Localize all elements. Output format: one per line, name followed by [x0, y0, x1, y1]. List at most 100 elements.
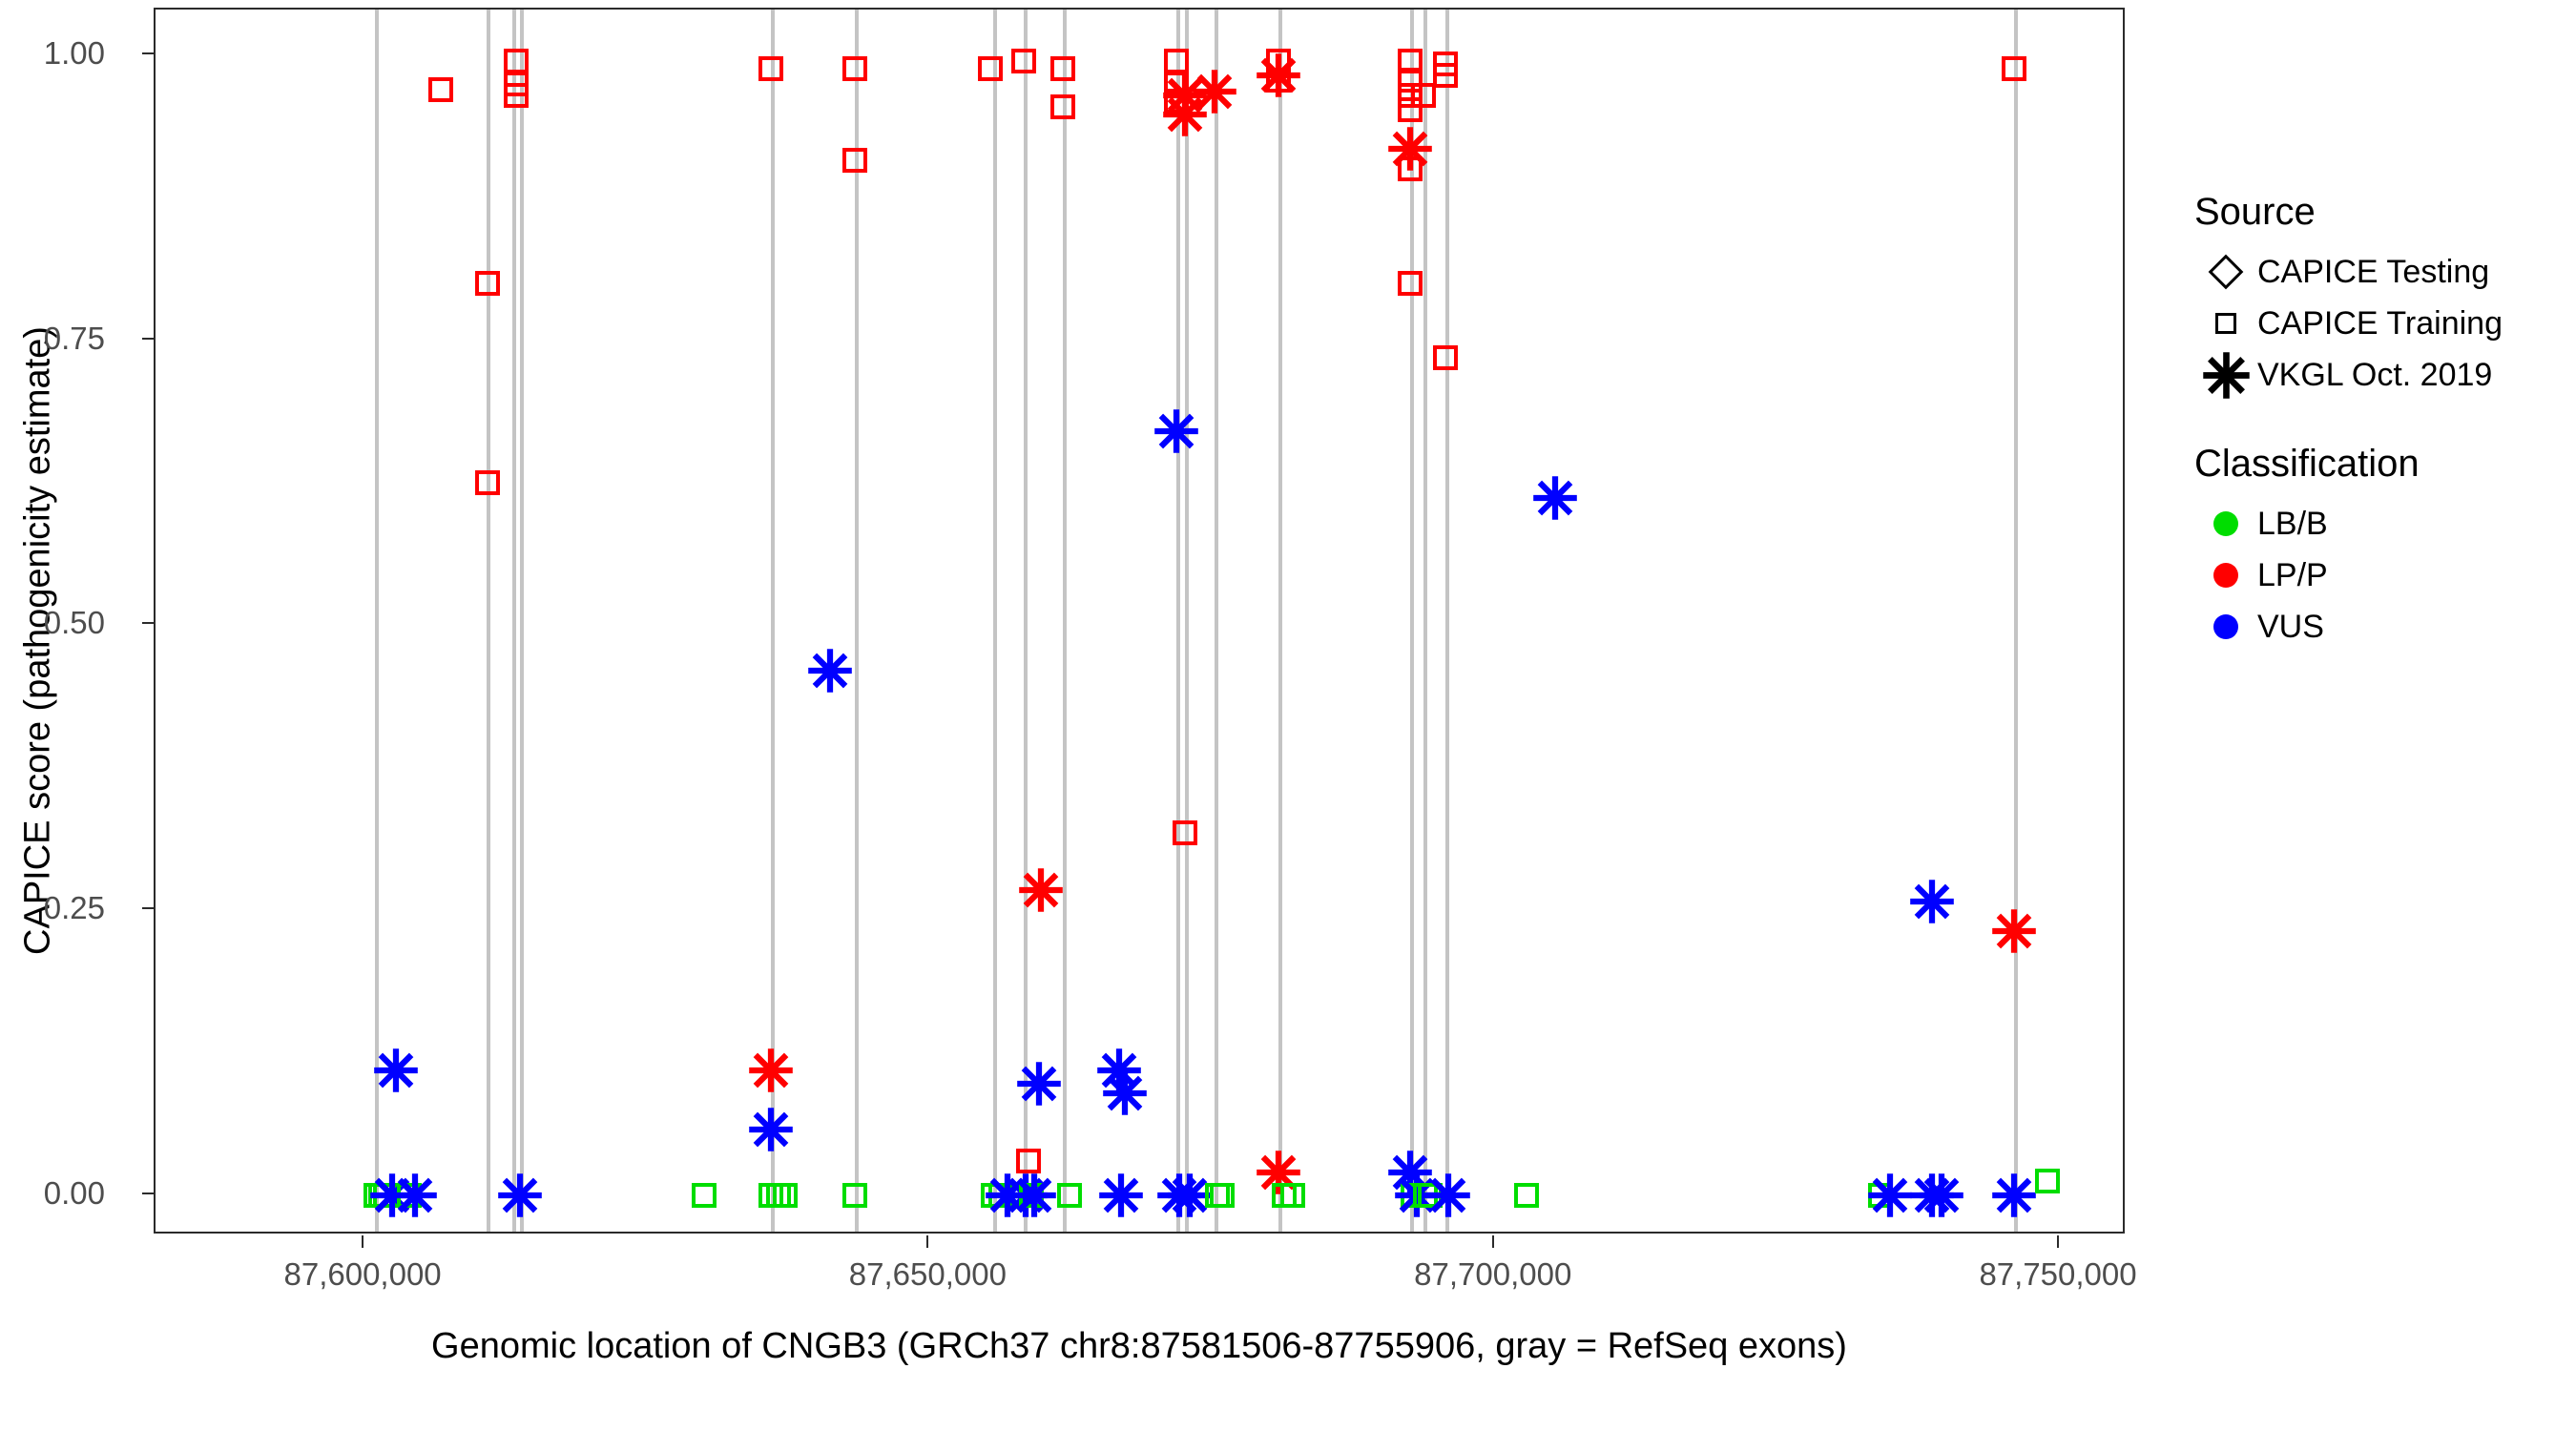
exon-line [1410, 10, 1414, 1232]
data-point [1411, 82, 1436, 108]
plot-panel [154, 8, 2125, 1234]
data-point [692, 1183, 717, 1209]
y-tick-label: 1.00 [43, 34, 105, 71]
legend-group-classification: Classification LB/B LP/P VUS [2194, 443, 2576, 653]
legend-item-source[interactable]: CAPICE Testing [2194, 246, 2576, 298]
data-point [1164, 48, 1189, 73]
data-point [1398, 270, 1423, 296]
data-point [1266, 68, 1291, 93]
diamond-icon [2194, 254, 2257, 290]
data-point [808, 649, 852, 694]
legend-group-source: Source CAPICE Testing CAPICE Training VKGL… [2194, 191, 2576, 401]
data-point [2122, 1172, 2123, 1218]
data-point [1193, 70, 1236, 114]
y-tick-label: 0.50 [43, 605, 105, 641]
exon-line [1176, 10, 1180, 1232]
data-point [1103, 1070, 1147, 1115]
data-point [773, 1183, 798, 1209]
y-tick-label: 0.75 [43, 320, 105, 356]
color-dot-icon [2194, 563, 2257, 588]
data-point [1514, 1183, 1539, 1209]
data-point [1398, 97, 1423, 123]
data-point [475, 270, 500, 296]
exon-line [512, 10, 516, 1232]
data-point [1257, 1151, 1300, 1195]
asterisk-icon [2194, 351, 2257, 400]
data-point [2035, 1168, 2060, 1193]
legend-label-classification: LP/P [2257, 556, 2328, 593]
y-tick-mark [142, 1192, 154, 1195]
data-point [749, 1047, 793, 1092]
data-point [428, 76, 453, 102]
plot-area [156, 10, 2123, 1232]
data-point [1433, 344, 1458, 370]
exon-line [2014, 10, 2018, 1232]
data-point [1163, 93, 1207, 136]
y-tick-label: 0.25 [43, 890, 105, 926]
exon-line [375, 10, 379, 1232]
x-tick-mark [362, 1235, 364, 1248]
data-point [504, 48, 529, 73]
data-point [749, 1108, 793, 1151]
data-point [1016, 1149, 1041, 1174]
y-tick-mark [142, 337, 154, 340]
data-point [374, 1047, 418, 1092]
data-point [842, 147, 867, 173]
data-point [1154, 409, 1198, 454]
legend-title-classification: Classification [2194, 443, 2420, 485]
legend-item-source[interactable]: CAPICE Training [2194, 298, 2576, 349]
data-point [842, 1183, 867, 1209]
exon-line [1215, 10, 1218, 1232]
y-tick-mark [142, 622, 154, 625]
data-point [1012, 1173, 1056, 1217]
data-point [1533, 475, 1577, 520]
x-tick-label: 87,600,000 [283, 1256, 442, 1292]
data-point [842, 56, 867, 82]
data-point [1398, 82, 1423, 108]
exon-line [1024, 10, 1028, 1232]
data-point [475, 470, 500, 496]
legend-title-source: Source [2194, 191, 2316, 233]
data-point [1050, 93, 1075, 119]
x-tick-label: 87,650,000 [848, 1256, 1007, 1292]
data-point [1398, 68, 1423, 93]
exon-line [1445, 10, 1449, 1232]
data-point [1992, 1173, 2036, 1217]
color-dot-icon [2194, 511, 2257, 536]
legend-label-source: CAPICE Testing [2257, 253, 2490, 290]
data-point [1011, 48, 1036, 73]
legend-item-classification[interactable]: VUS [2194, 601, 2576, 653]
square-icon [2194, 313, 2257, 334]
data-point [1050, 56, 1075, 82]
data-point [2002, 56, 2026, 82]
data-point [1168, 1173, 1212, 1217]
exon-line [993, 10, 997, 1232]
exon-line [1423, 10, 1427, 1232]
data-point [498, 1173, 542, 1217]
data-point [1057, 1183, 1082, 1209]
exon-line [1185, 10, 1189, 1232]
data-point [504, 82, 529, 108]
y-tick-label: 0.00 [43, 1175, 105, 1212]
color-dot-icon [2194, 614, 2257, 639]
data-point [1920, 1173, 1963, 1217]
legend-item-classification[interactable]: LB/B [2194, 498, 2576, 550]
x-tick-mark [1491, 1235, 1494, 1248]
exon-line [771, 10, 775, 1232]
exon-line [855, 10, 859, 1232]
legend-item-classification[interactable]: LP/P [2194, 550, 2576, 601]
y-tick-mark [142, 52, 154, 54]
x-tick-mark [926, 1235, 929, 1248]
legend-label-classification: LB/B [2257, 505, 2328, 542]
data-point [1426, 1173, 1470, 1217]
data-point [393, 1173, 437, 1217]
exon-line [1278, 10, 1282, 1232]
data-point [1173, 820, 1197, 846]
x-tick-mark [2057, 1235, 2060, 1248]
x-tick-label: 87,750,000 [1979, 1256, 2137, 1292]
data-point [758, 56, 783, 82]
data-point [1280, 1183, 1305, 1209]
legend-item-source[interactable]: VKGL Oct. 2019 [2194, 349, 2576, 401]
legend-label-source: CAPICE Training [2257, 304, 2503, 342]
